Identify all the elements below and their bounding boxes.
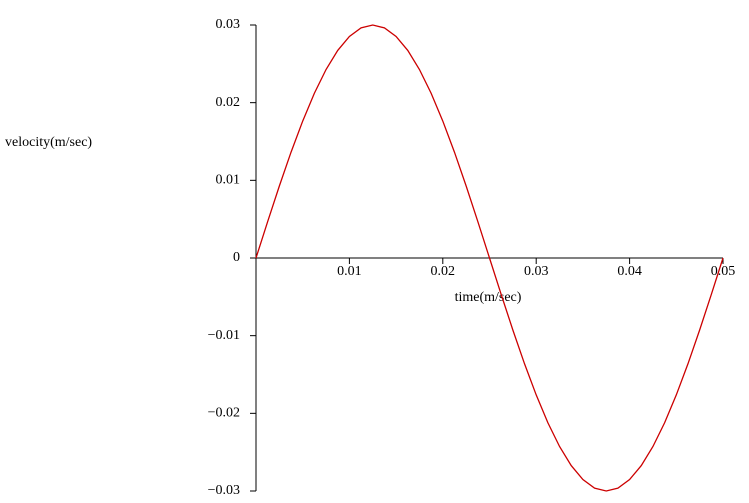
y-tick-label: 0.03 [216,17,241,32]
y-tick-label: 0.01 [216,173,241,188]
x-tick-label: 0.04 [617,264,642,279]
x-tick-label: 0.02 [431,264,456,279]
x-tick-label: 0.05 [711,264,736,279]
y-tick-label: −0.01 [208,328,240,343]
velocity-line [255,24,724,492]
y-tick-label: 0 [233,250,240,265]
x-tick-label: 0.01 [337,264,362,279]
y-tick-label: 0.02 [216,95,241,110]
y-axis-label: velocity(m/sec) [5,135,92,150]
x-axis-label: time(m/sec) [455,290,522,305]
x-tick-label: 0.03 [524,264,549,279]
y-tick-label: −0.03 [208,483,240,498]
y-tick-label: −0.02 [208,406,240,421]
